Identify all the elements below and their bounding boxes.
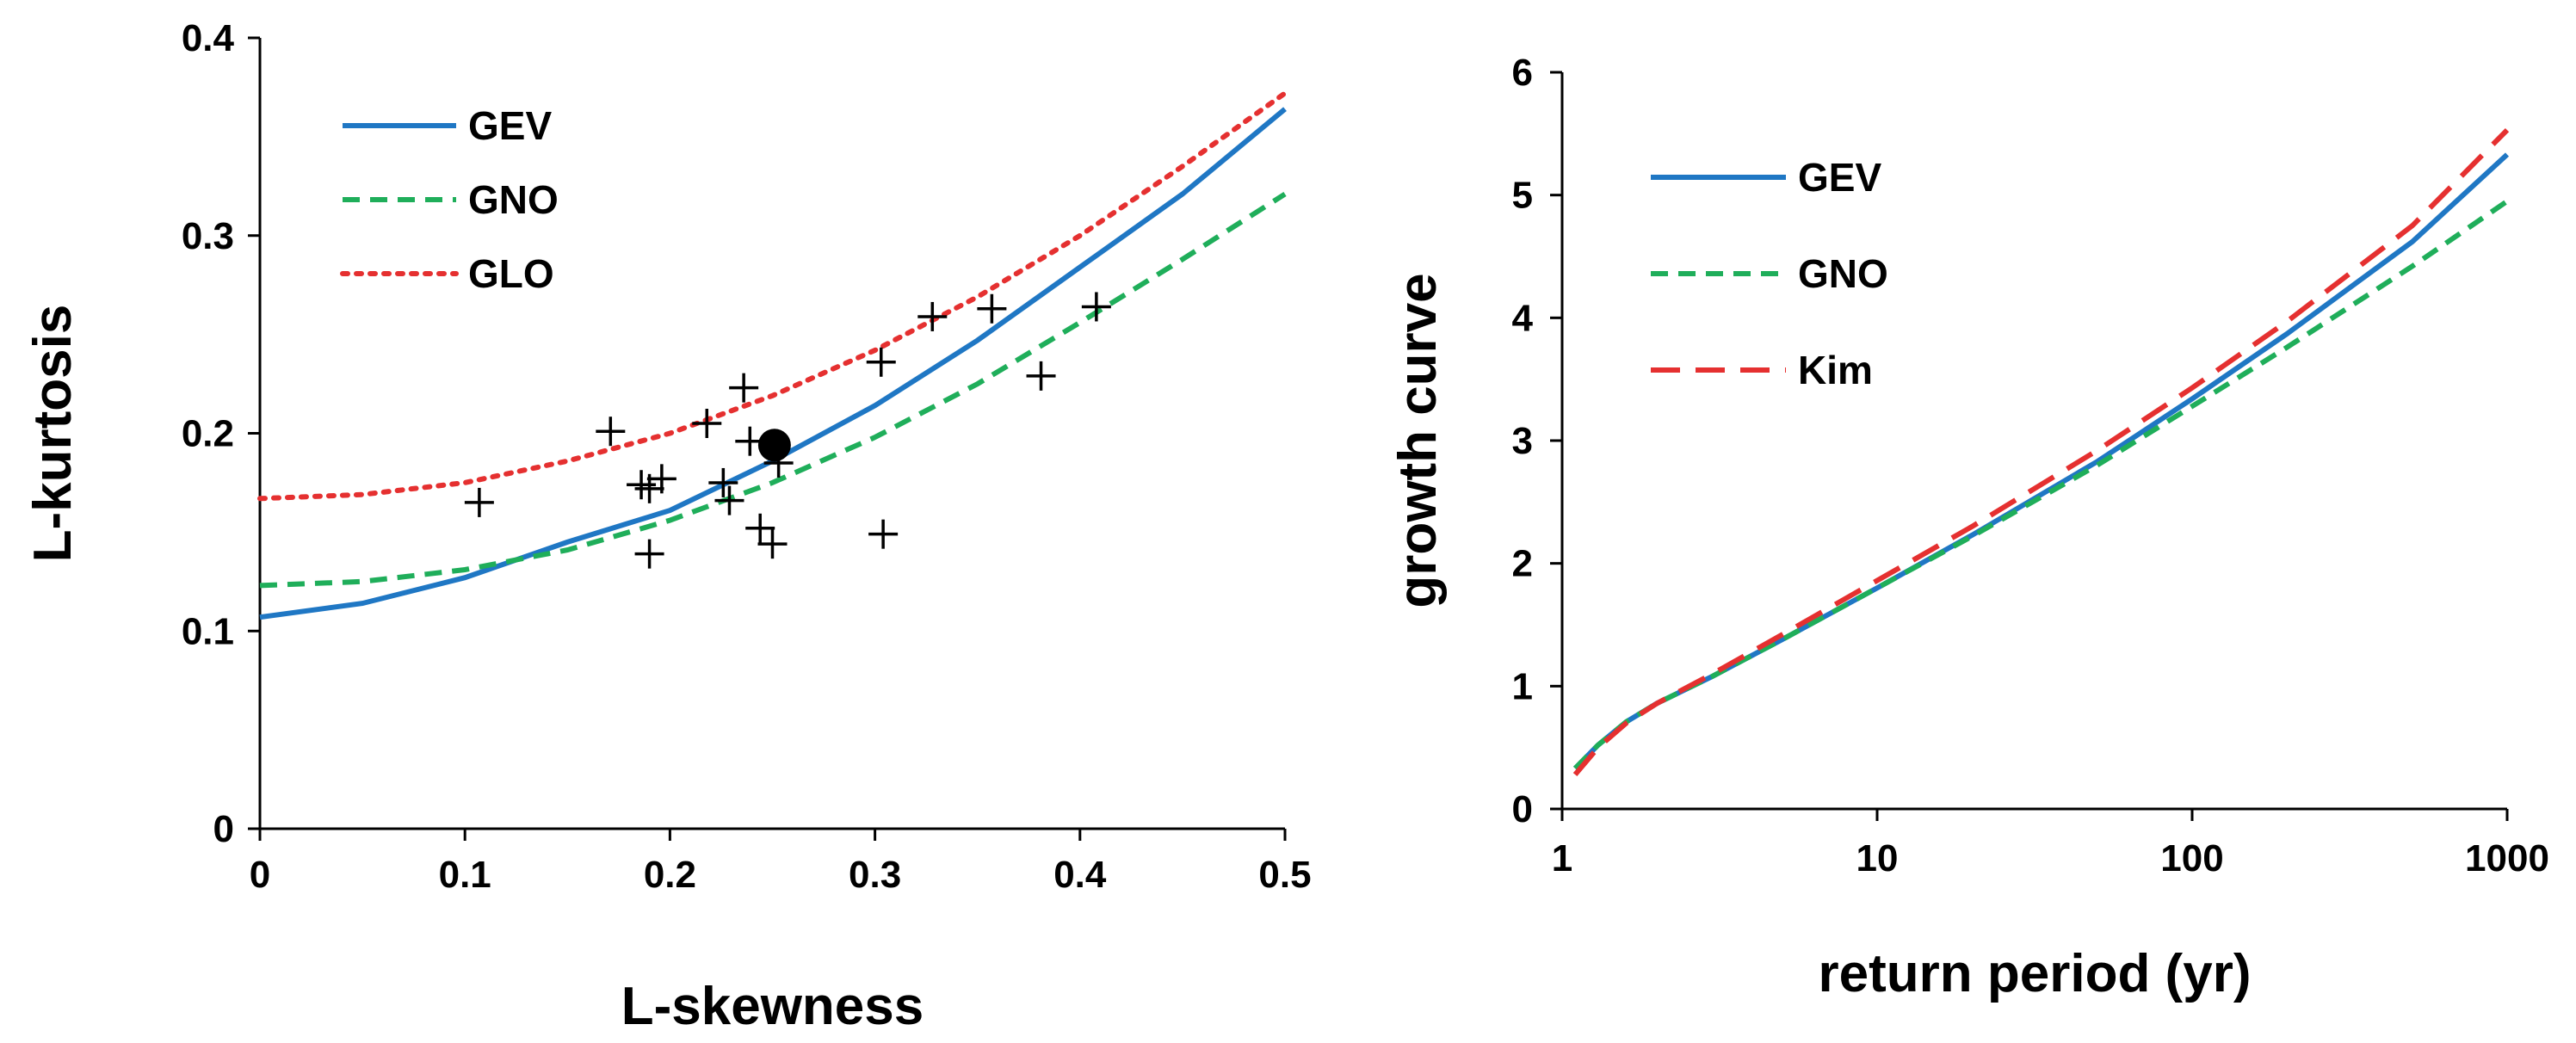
y-tick-label: 4 bbox=[1512, 297, 1534, 339]
x-tick-label: 0.5 bbox=[1258, 854, 1311, 896]
data-point-marker bbox=[464, 487, 494, 517]
x-tick-label: 10 bbox=[1856, 837, 1899, 879]
legend-label: GEV bbox=[468, 103, 552, 148]
x-tick-label: 0.2 bbox=[644, 854, 696, 896]
y-tick-label: 2 bbox=[1512, 543, 1533, 585]
data-point-marker bbox=[757, 529, 788, 559]
x-tick-label: 0.3 bbox=[849, 854, 901, 896]
data-point-marker bbox=[596, 417, 626, 447]
y-tick-label: 5 bbox=[1512, 175, 1533, 217]
x-tick-label: 100 bbox=[2160, 837, 2223, 879]
x-tick-label: 0.4 bbox=[1053, 854, 1107, 896]
y-tick-label: 0.1 bbox=[182, 610, 234, 652]
x-tick-label: 1000 bbox=[2465, 837, 2549, 879]
data-point-marker bbox=[1026, 361, 1056, 391]
data-point-marker bbox=[866, 347, 896, 377]
legend-label: GNO bbox=[468, 177, 559, 222]
x-tick-label: 0 bbox=[250, 854, 270, 896]
y-tick-label: 1 bbox=[1512, 665, 1533, 707]
data-point-marker bbox=[634, 539, 664, 569]
data-point-marker bbox=[692, 409, 722, 439]
chart-left: 0 0.1 0.2 0.3 0.4 0 0.1 0.2 0.3 0.4 0.5 L-skewness L… bbox=[23, 17, 1312, 1036]
data-point-marker bbox=[977, 293, 1007, 324]
x-axis-title: return period (yr) bbox=[1819, 944, 2252, 1003]
legend-label: Kim bbox=[1798, 348, 1873, 392]
data-point-marker bbox=[627, 470, 657, 500]
data-point-marker bbox=[1081, 292, 1111, 322]
legend-label: GEV bbox=[1798, 155, 1881, 200]
legend-label: GNO bbox=[1798, 251, 1888, 296]
x-axis-title: L-skewness bbox=[621, 977, 924, 1036]
data-point-marker bbox=[917, 301, 948, 331]
y-tick-label: 6 bbox=[1512, 52, 1533, 94]
y-tick-label: 0.2 bbox=[182, 413, 234, 455]
data-point-marker bbox=[729, 373, 759, 403]
y-tick-label: 0.4 bbox=[182, 17, 235, 59]
series-line-gno bbox=[259, 191, 1287, 589]
y-tick-label: 0 bbox=[213, 808, 234, 850]
y-axis-title: L-kurtosis bbox=[23, 305, 83, 563]
data-point-marker bbox=[708, 467, 738, 497]
y-tick-label: 0 bbox=[1512, 788, 1533, 830]
data-point-marker bbox=[646, 464, 676, 494]
series-line-kim bbox=[1572, 127, 2510, 777]
x-tick-label: 1 bbox=[1552, 837, 1572, 879]
y-tick-label: 0.3 bbox=[182, 215, 234, 257]
data-point-marker bbox=[745, 513, 775, 543]
average-point-marker bbox=[757, 429, 791, 462]
data-point-marker bbox=[714, 485, 744, 515]
y-tick-label: 3 bbox=[1512, 420, 1533, 462]
series-line-glo bbox=[257, 90, 1288, 502]
x-tick-label: 0.1 bbox=[439, 854, 491, 896]
data-point-marker bbox=[868, 519, 899, 549]
legend-label: GLO bbox=[468, 251, 554, 296]
y-axis-title: growth curve bbox=[1388, 273, 1448, 608]
